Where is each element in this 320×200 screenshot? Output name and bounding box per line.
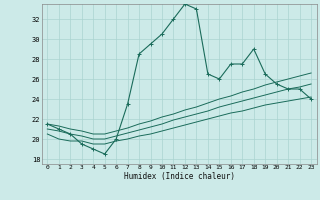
X-axis label: Humidex (Indice chaleur): Humidex (Indice chaleur) bbox=[124, 172, 235, 181]
